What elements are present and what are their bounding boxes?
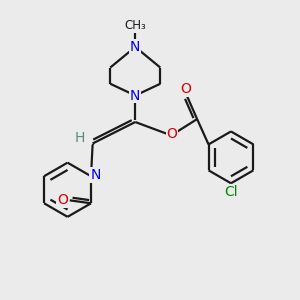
Text: O: O [57,193,68,207]
Text: H: H [74,131,85,145]
Text: CH₃: CH₃ [124,19,146,32]
Text: O: O [167,127,178,141]
Text: N: N [130,40,140,54]
Text: O: O [180,82,191,96]
Text: N: N [90,168,100,182]
Text: N: N [130,88,140,103]
Text: Cl: Cl [224,185,238,199]
